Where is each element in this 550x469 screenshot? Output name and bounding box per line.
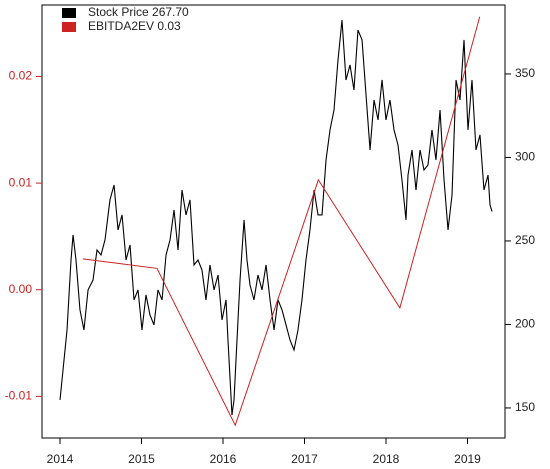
y-tick-label: 0.00 <box>9 282 33 296</box>
series-line <box>59 19 493 416</box>
y-tick-label: 0.01 <box>9 175 33 189</box>
x-tick-label: 2018 <box>373 452 400 466</box>
legend-swatch <box>62 8 76 18</box>
y2-tick-label: 350 <box>515 66 535 80</box>
y2-tick-label: 250 <box>515 233 535 247</box>
x-tick-label: 2015 <box>128 452 155 466</box>
x-tick-label: 2017 <box>291 452 318 466</box>
x-tick-label: 2019 <box>454 452 481 466</box>
legend-swatch <box>62 22 76 32</box>
legend-label: Stock Price 267.70 <box>88 5 189 19</box>
series-line <box>82 16 481 427</box>
y-tick-label: 0.02 <box>9 69 33 83</box>
y2-tick-label: 300 <box>515 150 535 164</box>
x-tick-label: 2014 <box>47 452 74 466</box>
x-tick-label: 2016 <box>210 452 237 466</box>
y2-tick-label: 150 <box>515 400 535 414</box>
plot-frame <box>41 4 506 439</box>
legend-label: EBITDA2EV 0.03 <box>88 19 181 33</box>
y-tick-label: -0.01 <box>5 389 33 403</box>
y2-tick-label: 200 <box>515 317 535 331</box>
